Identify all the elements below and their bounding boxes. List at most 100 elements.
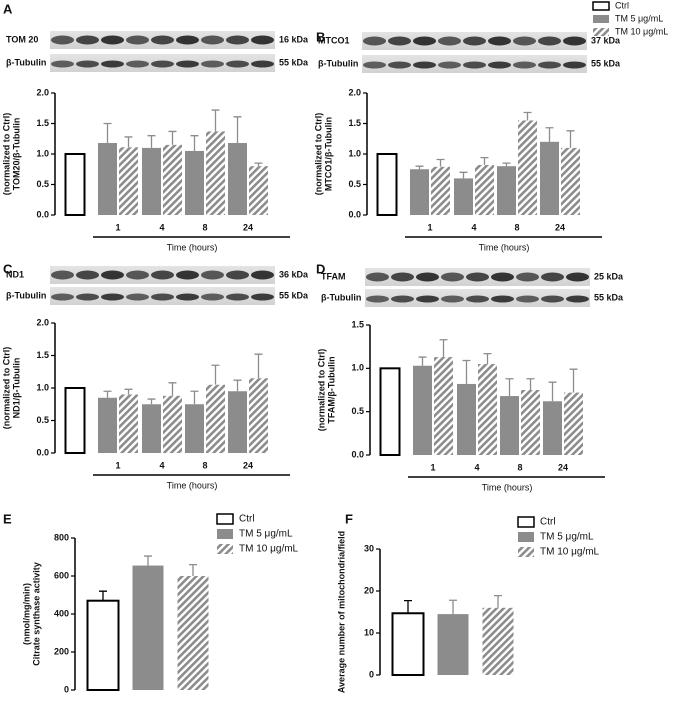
blot-size: 37 kDa: [591, 35, 621, 45]
y-tick-label: 2.0: [348, 87, 361, 97]
error-bar: [494, 594, 502, 608]
blot-band: [76, 35, 99, 45]
error-bar: [144, 555, 152, 566]
y-axis-label: (normalized to Ctrl): [1, 113, 11, 196]
blot-band: [76, 270, 99, 280]
blot-band: [441, 272, 464, 282]
blot-band: [491, 272, 514, 282]
blot-band: [51, 270, 74, 280]
legend-swatch: [593, 28, 609, 36]
error-bar: [211, 109, 220, 132]
x-axis-label: Time (hours): [482, 482, 533, 492]
y-axis-label: (nmol/mg/min): [21, 583, 31, 645]
error-bar: [103, 390, 112, 398]
x-tick-label: 4: [471, 222, 476, 232]
y-tick-label: 1.5: [351, 319, 364, 329]
x-tick-label: 8: [514, 222, 519, 232]
y-tick-label: 1.0: [348, 148, 361, 158]
legend-label: Ctrl: [615, 0, 629, 10]
error-bar: [439, 339, 448, 358]
x-tick-label: 4: [474, 462, 479, 472]
blot-band: [391, 272, 414, 282]
blot-band: [416, 272, 439, 282]
blot-band: [516, 295, 539, 303]
blot-band: [201, 60, 224, 68]
blot-band: [541, 295, 564, 303]
blot-band: [176, 35, 199, 45]
blot-band: [226, 35, 249, 45]
y-tick-label: 0.5: [36, 415, 49, 425]
blot-label: MTCO1: [318, 35, 350, 45]
error-bar: [254, 353, 263, 379]
bar: [518, 120, 537, 215]
bar: [434, 357, 453, 455]
blot-band: [51, 60, 74, 68]
blot-band: [388, 36, 411, 46]
y-tick-label: 2.0: [36, 317, 49, 327]
y-tick-label: 0.0: [351, 449, 364, 459]
blot-band: [201, 270, 224, 280]
blot-band: [151, 35, 174, 45]
blot-band: [413, 36, 436, 46]
bar: [540, 141, 559, 215]
bar: [482, 607, 514, 675]
blot-band: [563, 61, 586, 69]
bar: [119, 394, 138, 453]
y-axis-label: MTCO1/β-Tubulin: [323, 117, 333, 191]
blot-band: [51, 293, 74, 301]
panel-label: F: [345, 511, 353, 526]
blot-band: [366, 295, 389, 303]
y-tick-label: 0.5: [351, 406, 364, 416]
legend-swatch: [518, 547, 534, 557]
legend-swatch: [517, 516, 535, 528]
blot-band: [126, 293, 149, 301]
x-tick-label: 4: [159, 460, 164, 470]
y-tick-label: 1.0: [351, 363, 364, 373]
legend-label: TM 5 μg/mL: [239, 529, 293, 540]
y-axis-label: (normalized to Ctrl): [313, 113, 323, 196]
bar: [249, 166, 268, 215]
bar: [379, 367, 401, 457]
blot-band: [541, 272, 564, 282]
y-tick-label: 0.0: [36, 447, 49, 457]
blot-band: [366, 272, 389, 282]
y-axis-label: (normalized to Ctrl): [1, 347, 11, 430]
blot-band: [126, 35, 149, 45]
blot-band: [513, 36, 536, 46]
blot-label: β-Tubulin: [6, 290, 46, 300]
bar: [391, 612, 425, 677]
y-tick-label: 800: [54, 532, 69, 542]
error-bar: [545, 127, 554, 142]
blot-label: ND1: [6, 269, 24, 279]
bar: [564, 392, 583, 455]
bar: [206, 384, 225, 453]
x-tick-label: 1: [430, 462, 435, 472]
y-axis-label: Average number of mitochondria/field: [336, 531, 346, 693]
bar: [410, 169, 429, 215]
blot-band: [76, 293, 99, 301]
blot-band: [438, 61, 461, 69]
error-bar: [548, 381, 557, 402]
blot-band: [441, 295, 464, 303]
legend-swatch: [216, 513, 234, 525]
blot-band: [151, 60, 174, 68]
blot-band: [126, 60, 149, 68]
blot-band: [176, 270, 199, 280]
blot-band: [176, 60, 199, 68]
error-bar: [189, 563, 197, 576]
error-bar: [404, 600, 412, 614]
y-axis-label: ND1/β-Tubulin: [11, 358, 21, 419]
bar: [228, 143, 247, 215]
bar: [119, 147, 138, 215]
error-bar: [415, 165, 424, 170]
blot-band: [126, 270, 149, 280]
y-tick-label: 400: [54, 608, 69, 618]
error-bar: [418, 356, 427, 366]
panel-label: A: [3, 1, 13, 16]
blot-band: [566, 272, 589, 282]
blot-band: [151, 270, 174, 280]
bar: [478, 364, 497, 455]
error-bar: [233, 116, 242, 144]
y-tick-label: 0: [64, 684, 69, 694]
